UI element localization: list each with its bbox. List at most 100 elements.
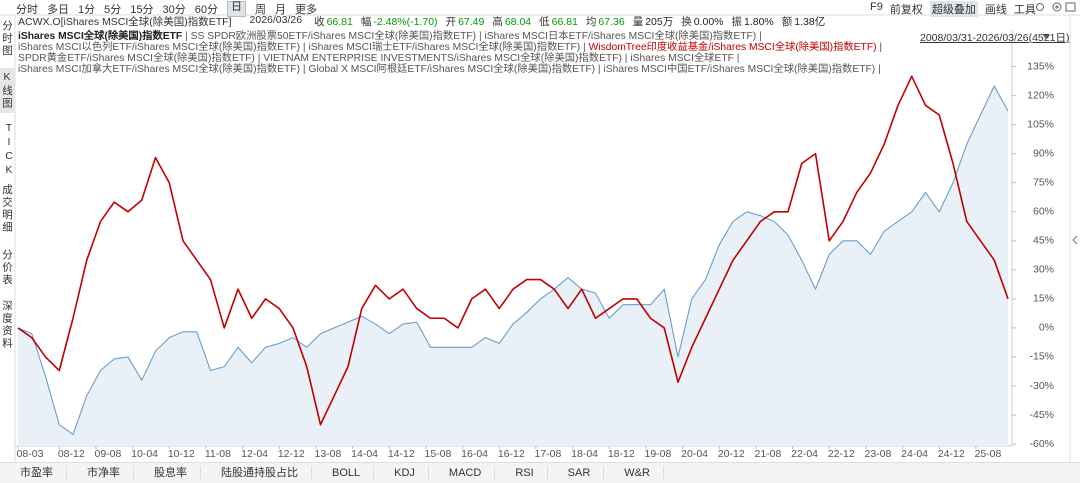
y-tick-label: 15% [1033, 293, 1054, 305]
y-tick-label: 45% [1033, 235, 1054, 247]
indicator-tab[interactable]: MACD [429, 466, 496, 480]
period-tab[interactable]: 多日 [47, 4, 69, 16]
line [17, 85, 1009, 435]
legend-entry: WisdomTree印度收益基金/iShares MSCI全球(除美国)指数ET… [588, 42, 877, 53]
indicator-tab[interactable]: 股息率 [134, 466, 201, 480]
y-tick-label: 60% [1033, 206, 1054, 218]
x-tick-label: 14-04 [351, 448, 378, 460]
period-tab[interactable]: 月 [275, 4, 286, 16]
quote-item: 低 66.81 [539, 14, 578, 29]
quote-value: 67.36 [598, 16, 625, 28]
y-tick-label: 135% [1027, 60, 1054, 72]
date-range[interactable]: 2008/03/31-2026/03/26(4521日) [920, 32, 1070, 44]
x-tick-label: 22-04 [791, 448, 818, 460]
x-tick-label: 10-04 [131, 448, 158, 460]
legend-text: | [876, 42, 883, 53]
indicator-tab[interactable]: RSI [495, 466, 548, 480]
quote-label: 均 [585, 16, 597, 28]
x-tick-label: 20-04 [681, 448, 708, 460]
period-tab[interactable]: 日 [227, 1, 246, 17]
x-tick-label: 10-12 [168, 448, 195, 460]
indicator-tab[interactable]: BOLL [312, 466, 375, 480]
tool-tab[interactable]: 前复权 [889, 4, 923, 16]
side-tab[interactable]: K线图 [0, 68, 15, 113]
quote-item: 收 66.81 [314, 14, 353, 29]
x-tick-label: 22-12 [828, 448, 855, 460]
period-tab[interactable]: 1分 [78, 4, 96, 16]
quote-label: 高 [492, 16, 503, 28]
quote-label: 幅 [360, 16, 372, 28]
indicator-tab[interactable]: 市净率 [67, 466, 134, 480]
add-icon[interactable] [1052, 2, 1062, 12]
y-tick-label: -45% [1029, 409, 1054, 421]
y-tick-label: -15% [1029, 351, 1054, 363]
period-tab[interactable]: 分时 [16, 4, 38, 16]
quote-item: 量 205万 [633, 14, 674, 29]
tool-tab[interactable]: F9 [870, 1, 883, 13]
side-tab[interactable]: TICK [3, 122, 15, 178]
collapse-icon[interactable] [1072, 235, 1078, 245]
quote: ACWX.O[iShares MSCI全球(除美国)指数ETF] 2026/03… [18, 14, 825, 29]
tool-tab[interactable]: 超级叠加 [929, 1, 978, 17]
toolbar: 分时 多日 1分 5分 15分 30分 60分日周月更多 F9 前复权 超级叠加 画线 工具 [0, 0, 1080, 17]
legend-text: | SS SPDR欧洲股票50ETF/iShares MSCI全球(除美国)指数… [182, 31, 762, 42]
quote-item: 振 1.80% [732, 14, 774, 29]
x-tick-label: 11-08 [205, 448, 231, 460]
indicator-tab[interactable]: 陆股通持股占比 [201, 466, 312, 480]
indicator-tab[interactable]: W&R [604, 466, 664, 480]
x-tick-label: 08-03 [17, 448, 44, 460]
y-tick-label: 90% [1033, 147, 1054, 159]
indicator-tab[interactable]: KDJ [374, 466, 429, 480]
x-tick-label: 12-04 [241, 448, 268, 460]
area [18, 85, 1008, 446]
quote-value: 66.81 [551, 16, 578, 28]
indicator-tab[interactable]: SAR [548, 466, 605, 480]
legend-line: iShares MSCI全球(除美国)指数ETF | SS SPDR欧洲股票50… [18, 31, 882, 42]
quote-label: 振 [731, 16, 743, 28]
legend: iShares MSCI全球(除美国)指数ETF | SS SPDR欧洲股票50… [18, 31, 882, 75]
quote-value: 68.04 [504, 16, 532, 28]
period-tab[interactable]: 更多 [295, 4, 317, 16]
period-tab[interactable]: 5分 [104, 4, 122, 16]
line [17, 75, 1009, 426]
x-tick-label: 23-08 [864, 448, 891, 460]
x-tick-label: 13-08 [314, 448, 341, 460]
quote-label: 收 [314, 16, 325, 28]
side-tab[interactable]: 深度资料 [1, 300, 13, 350]
period-tab[interactable]: 60分 [194, 4, 218, 16]
quote-value: 205万 [645, 16, 674, 28]
legend-text: iShares MSCI以色列ETF/iShares MSCI全球(除美国)指数… [18, 42, 589, 53]
legend-entry: iShares MSCI全球(除美国)指数ETF [18, 31, 183, 42]
legend-text: SPDR黄金ETF/iShares MSCI全球(除美国)指数ETF) | VI… [18, 53, 740, 64]
legend-line: SPDR黄金ETF/iShares MSCI全球(除美国)指数ETF) | VI… [18, 53, 882, 64]
indicator-tab[interactable]: 市盈率 [0, 466, 67, 480]
side-tab[interactable]: 成交明细 [1, 184, 13, 234]
side-tab[interactable]: 分时图 [1, 20, 13, 58]
x-tick-label: 09-08 [94, 448, 121, 460]
plot-area: 135% 120% 105% 90% 75% 60% 45% 30% 15% 0% -15% -30%… [17, 60, 1054, 459]
x-tick-label: 18-04 [571, 448, 598, 460]
quote-value: 0.00% [693, 16, 724, 28]
period-tab[interactable]: 15分 [130, 4, 154, 16]
y-tick-label: 105% [1027, 118, 1054, 130]
quote-label: 额 [781, 16, 793, 28]
x-tick-label: 14-12 [388, 448, 415, 460]
tool-tab[interactable]: 画线 [984, 4, 1007, 16]
quote-value: -2.48%(-1.70) [373, 16, 438, 28]
settings-icon[interactable] [1036, 3, 1044, 11]
side-tab[interactable]: 分价表 [1, 249, 13, 287]
quote-label: 量 [632, 16, 644, 28]
x-tick-label: 21-08 [754, 448, 781, 460]
legend-text: iShares MSCI加拿大ETF/iShares MSCI全球(除美国)指数… [18, 64, 881, 75]
period-tab[interactable]: 周 [255, 4, 266, 16]
y-tick-label: 120% [1027, 89, 1054, 101]
quote-value: 1.80% [744, 16, 774, 28]
tool-tab[interactable]: 工具 [1013, 4, 1036, 16]
x-tick-label: 08-12 [58, 448, 85, 460]
dropdown-icon[interactable] [1042, 34, 1050, 39]
x-tick-label: 16-04 [461, 448, 488, 460]
period-tab[interactable]: 30分 [162, 4, 186, 16]
close-icon[interactable] [1065, 2, 1076, 12]
x-tick-label: 18-12 [608, 448, 635, 460]
x-tick-label: 24-04 [901, 448, 928, 460]
